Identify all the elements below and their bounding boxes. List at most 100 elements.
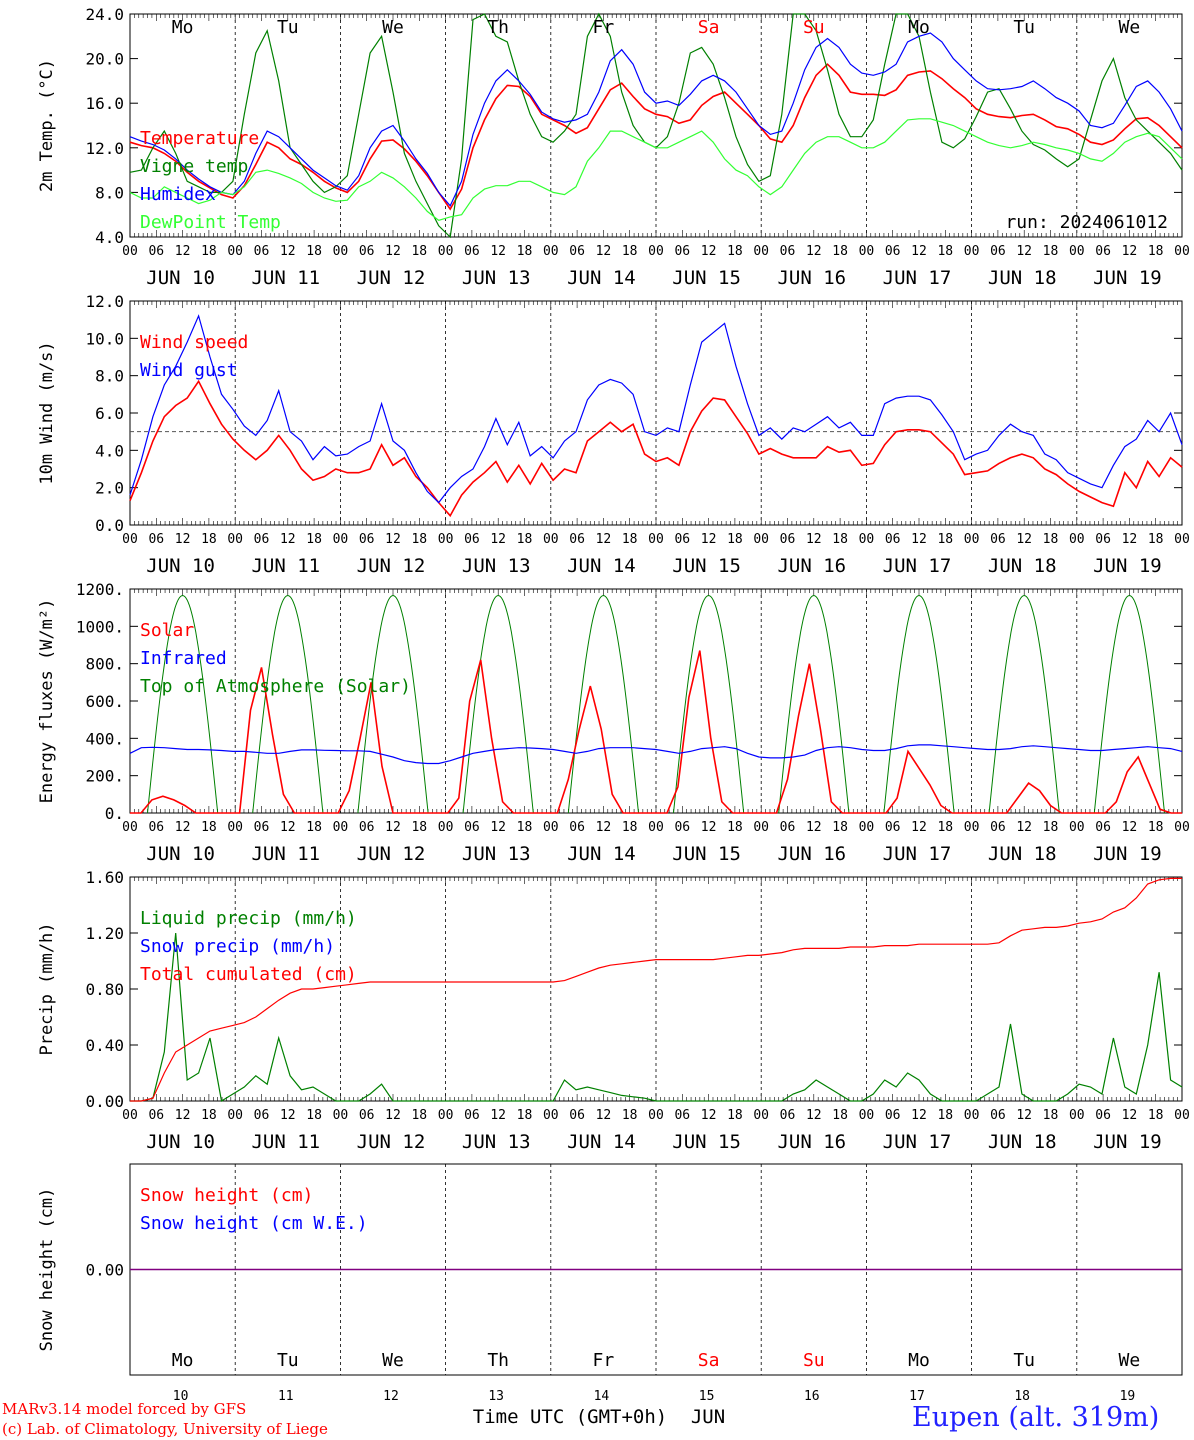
bottom-day-number: 12 [383, 1389, 399, 1404]
y-tick-label: 6.0 [95, 404, 124, 423]
day-label: JUN 17 [883, 843, 952, 865]
hour-label: 12 [1122, 244, 1138, 259]
hour-label: 00 [964, 244, 980, 259]
hour-label: 12 [175, 532, 191, 547]
day-label: JUN 13 [462, 843, 531, 865]
day-label: JUN 17 [883, 1131, 952, 1153]
day-label: JUN 15 [672, 843, 741, 865]
hour-label: 18 [622, 1108, 638, 1123]
day-label: JUN 19 [1093, 1131, 1162, 1153]
hour-label: 00 [438, 244, 454, 259]
hour-label: 06 [254, 1108, 270, 1123]
day-label: JUN 11 [251, 555, 320, 577]
day-label: JUN 11 [251, 267, 320, 289]
hour-label: 06 [569, 1108, 585, 1123]
day-label: JUN 12 [357, 1131, 426, 1153]
hour-label: 06 [254, 244, 270, 259]
day-label: JUN 10 [146, 843, 215, 865]
hour-label: 00 [333, 244, 349, 259]
y-tick-label: 12.0 [85, 292, 124, 311]
hour-label: 18 [727, 820, 743, 835]
legend-entry: Vigne temp [140, 156, 248, 177]
series-line-vigne-temp [129, 12, 1183, 239]
y-axis-title: 10m Wind (m/s) [37, 341, 57, 484]
hour-label: 00 [648, 244, 664, 259]
legend-entry: Snow height (cm) [140, 1185, 313, 1206]
day-label: JUN 18 [988, 267, 1057, 289]
legend-entry: Total cumulated (cm) [140, 964, 357, 985]
day-label: JUN 19 [1093, 843, 1162, 865]
weekday-label: Fr [593, 1350, 615, 1371]
series-line-toa-solar [147, 594, 1165, 814]
y-tick-label: 0.00 [85, 1092, 124, 1111]
hour-label: 06 [780, 1108, 796, 1123]
hour-label: 18 [306, 1108, 322, 1123]
y-tick-label: 8.0 [95, 367, 124, 386]
weekday-label: We [1119, 1350, 1141, 1371]
hour-label: 06 [464, 532, 480, 547]
legend-entry: Infrared [140, 648, 227, 669]
hour-label: 12 [701, 820, 717, 835]
hour-label: 00 [543, 1108, 559, 1123]
weekday-label: Th [487, 17, 509, 38]
hour-label: 06 [1095, 532, 1111, 547]
day-label: JUN 15 [672, 555, 741, 577]
hour-label: 18 [1148, 1108, 1164, 1123]
y-tick-label: 24.0 [85, 5, 124, 24]
legend-entry: Solar [140, 620, 194, 641]
bottom-day-number: 18 [1014, 1389, 1030, 1404]
hour-label: 06 [674, 532, 690, 547]
day-label: JUN 17 [883, 267, 952, 289]
hour-label: 00 [333, 532, 349, 547]
hour-label: 18 [411, 244, 427, 259]
hour-label: 12 [490, 1108, 506, 1123]
hour-label: 06 [464, 820, 480, 835]
hour-label: 00 [1174, 244, 1190, 259]
legend-entry: Humidex [140, 184, 216, 205]
day-label: JUN 18 [988, 843, 1057, 865]
panel-frame-1 [129, 300, 1183, 526]
hour-label: 06 [885, 532, 901, 547]
hour-label: 06 [359, 532, 375, 547]
day-label: JUN 19 [1093, 267, 1162, 289]
hour-label: 12 [911, 820, 927, 835]
y-tick-label: 600. [85, 692, 124, 711]
x-axis-month: JUN [691, 1406, 725, 1428]
hour-label: 18 [201, 1108, 217, 1123]
hour-label: 12 [385, 1108, 401, 1123]
hour-label: 12 [280, 820, 296, 835]
hour-label: 00 [1174, 820, 1190, 835]
hour-label: 12 [175, 244, 191, 259]
hour-label: 06 [148, 244, 164, 259]
model-credit: MARv3.14 model forced by GFS [2, 1400, 247, 1418]
bottom-day-number: 13 [488, 1389, 504, 1404]
hour-label: 06 [1095, 1108, 1111, 1123]
hour-label: 06 [464, 1108, 480, 1123]
weekday-label: We [382, 1350, 404, 1371]
weekday-label: We [382, 17, 404, 38]
hour-label: 12 [1016, 532, 1032, 547]
y-tick-label: 4.0 [95, 228, 124, 247]
hour-label: 00 [1069, 244, 1085, 259]
hour-label: 12 [701, 1108, 717, 1123]
day-label: JUN 11 [251, 1131, 320, 1153]
run-label: run: 2024061012 [1005, 212, 1168, 233]
y-tick-label: 1000. [76, 617, 124, 636]
series-line-infrared [129, 744, 1183, 765]
hour-label: 00 [859, 1108, 875, 1123]
y-axis-title: 2m Temp. (°C) [37, 59, 57, 192]
hour-label: 06 [1095, 820, 1111, 835]
y-axis-title: Snow height (cm) [37, 1188, 57, 1352]
hour-label: 12 [280, 244, 296, 259]
hour-label: 18 [1148, 532, 1164, 547]
legend-entry: Top of Atmosphere (Solar) [140, 676, 411, 697]
hour-label: 06 [569, 244, 585, 259]
day-label: JUN 18 [988, 555, 1057, 577]
day-label: JUN 13 [462, 267, 531, 289]
hour-label: 18 [832, 244, 848, 259]
hour-label: 18 [832, 820, 848, 835]
hour-label: 06 [359, 244, 375, 259]
y-tick-label: 16.0 [85, 94, 124, 113]
weekday-label: Tu [1013, 1350, 1035, 1371]
